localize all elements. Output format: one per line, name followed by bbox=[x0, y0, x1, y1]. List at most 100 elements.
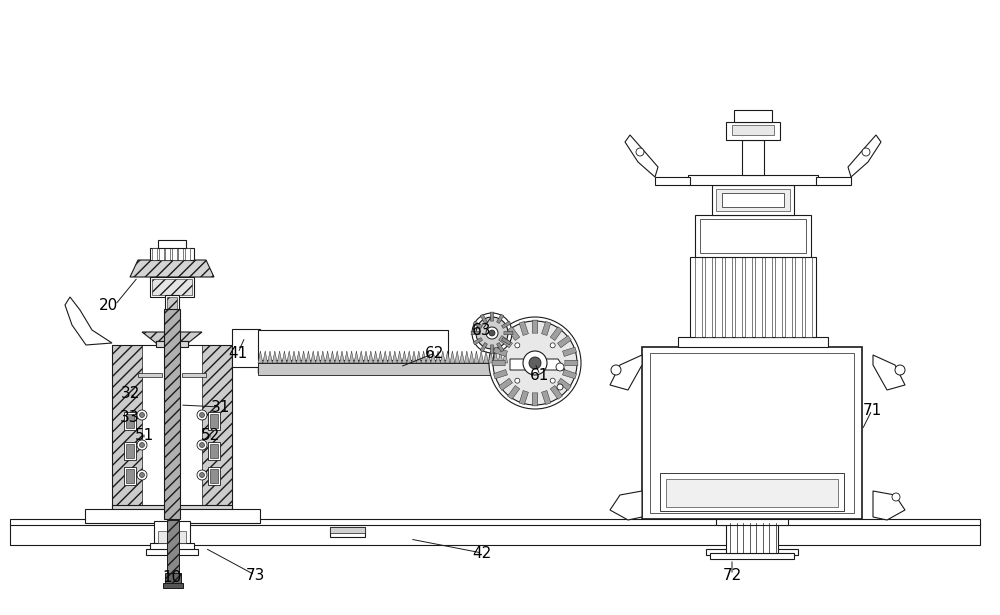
Polygon shape bbox=[460, 351, 464, 363]
Bar bbox=[124, 467, 136, 485]
Bar bbox=[726, 122, 780, 140]
Bar bbox=[732, 125, 774, 135]
Bar bbox=[258, 337, 448, 357]
Polygon shape bbox=[542, 391, 551, 405]
Bar bbox=[150, 543, 194, 551]
Circle shape bbox=[200, 472, 205, 477]
Polygon shape bbox=[296, 351, 301, 363]
Bar bbox=[124, 412, 136, 430]
Text: 31: 31 bbox=[210, 400, 230, 415]
Bar bbox=[112, 505, 232, 515]
Polygon shape bbox=[344, 351, 349, 363]
Text: 51: 51 bbox=[134, 427, 154, 443]
Polygon shape bbox=[330, 351, 335, 363]
Bar bbox=[805, 257, 812, 337]
Circle shape bbox=[892, 493, 900, 501]
Bar bbox=[695, 215, 811, 257]
Polygon shape bbox=[368, 351, 373, 363]
Bar bbox=[150, 248, 194, 260]
Bar bbox=[620, 523, 980, 545]
Polygon shape bbox=[130, 260, 214, 277]
Polygon shape bbox=[563, 370, 577, 379]
Bar bbox=[678, 337, 828, 347]
Bar bbox=[716, 189, 790, 211]
Text: 52: 52 bbox=[200, 427, 220, 443]
Bar bbox=[735, 257, 742, 337]
Polygon shape bbox=[354, 351, 359, 363]
Bar bbox=[755, 257, 762, 337]
Polygon shape bbox=[488, 351, 493, 363]
Bar bbox=[126, 414, 134, 428]
Circle shape bbox=[200, 413, 205, 418]
Bar bbox=[722, 193, 784, 207]
Circle shape bbox=[200, 443, 205, 448]
Circle shape bbox=[335, 366, 338, 370]
Polygon shape bbox=[550, 386, 562, 399]
Polygon shape bbox=[388, 351, 392, 363]
Polygon shape bbox=[473, 338, 482, 345]
Polygon shape bbox=[378, 351, 383, 363]
Bar bbox=[163, 583, 183, 588]
Bar bbox=[165, 248, 170, 260]
Polygon shape bbox=[508, 327, 520, 341]
Polygon shape bbox=[263, 351, 268, 363]
Polygon shape bbox=[455, 351, 460, 363]
Circle shape bbox=[550, 378, 555, 383]
Polygon shape bbox=[272, 351, 277, 363]
Polygon shape bbox=[508, 386, 520, 399]
Polygon shape bbox=[268, 351, 272, 363]
Polygon shape bbox=[359, 351, 364, 363]
Polygon shape bbox=[492, 360, 505, 366]
Bar bbox=[650, 353, 854, 513]
Bar bbox=[185, 248, 190, 260]
Bar bbox=[765, 257, 772, 337]
Circle shape bbox=[550, 343, 555, 348]
Polygon shape bbox=[392, 351, 397, 363]
Bar bbox=[726, 523, 778, 553]
Circle shape bbox=[557, 384, 563, 390]
Polygon shape bbox=[519, 322, 528, 335]
Circle shape bbox=[398, 366, 402, 370]
Bar bbox=[167, 297, 177, 328]
Bar bbox=[10, 519, 980, 525]
Circle shape bbox=[137, 470, 147, 480]
Polygon shape bbox=[490, 345, 494, 354]
Bar bbox=[660, 473, 844, 511]
Polygon shape bbox=[402, 351, 407, 363]
Bar bbox=[156, 341, 188, 345]
Bar bbox=[150, 277, 194, 297]
Circle shape bbox=[137, 410, 147, 420]
Circle shape bbox=[461, 366, 465, 370]
Bar bbox=[164, 309, 180, 519]
Text: 20: 20 bbox=[98, 298, 118, 312]
Bar bbox=[785, 257, 792, 337]
Polygon shape bbox=[532, 320, 538, 333]
Bar bbox=[775, 257, 782, 337]
Text: 71: 71 bbox=[862, 402, 882, 418]
Polygon shape bbox=[335, 351, 340, 363]
Polygon shape bbox=[499, 378, 512, 391]
Bar bbox=[666, 479, 838, 507]
Circle shape bbox=[197, 410, 207, 420]
Polygon shape bbox=[292, 351, 296, 363]
Bar bbox=[210, 414, 218, 428]
Polygon shape bbox=[471, 331, 480, 335]
Bar bbox=[126, 444, 134, 458]
Bar bbox=[165, 295, 179, 330]
Bar bbox=[715, 257, 722, 337]
Bar bbox=[710, 553, 794, 559]
Polygon shape bbox=[484, 351, 488, 363]
Bar bbox=[330, 527, 365, 533]
Bar bbox=[816, 177, 851, 185]
Polygon shape bbox=[493, 347, 507, 357]
Polygon shape bbox=[558, 336, 571, 347]
Polygon shape bbox=[349, 351, 354, 363]
Polygon shape bbox=[474, 351, 479, 363]
Bar bbox=[330, 527, 365, 537]
Polygon shape bbox=[497, 314, 504, 323]
Bar bbox=[208, 467, 220, 485]
Circle shape bbox=[556, 363, 564, 371]
Polygon shape bbox=[498, 351, 503, 363]
Circle shape bbox=[303, 366, 307, 370]
Circle shape bbox=[197, 470, 207, 480]
